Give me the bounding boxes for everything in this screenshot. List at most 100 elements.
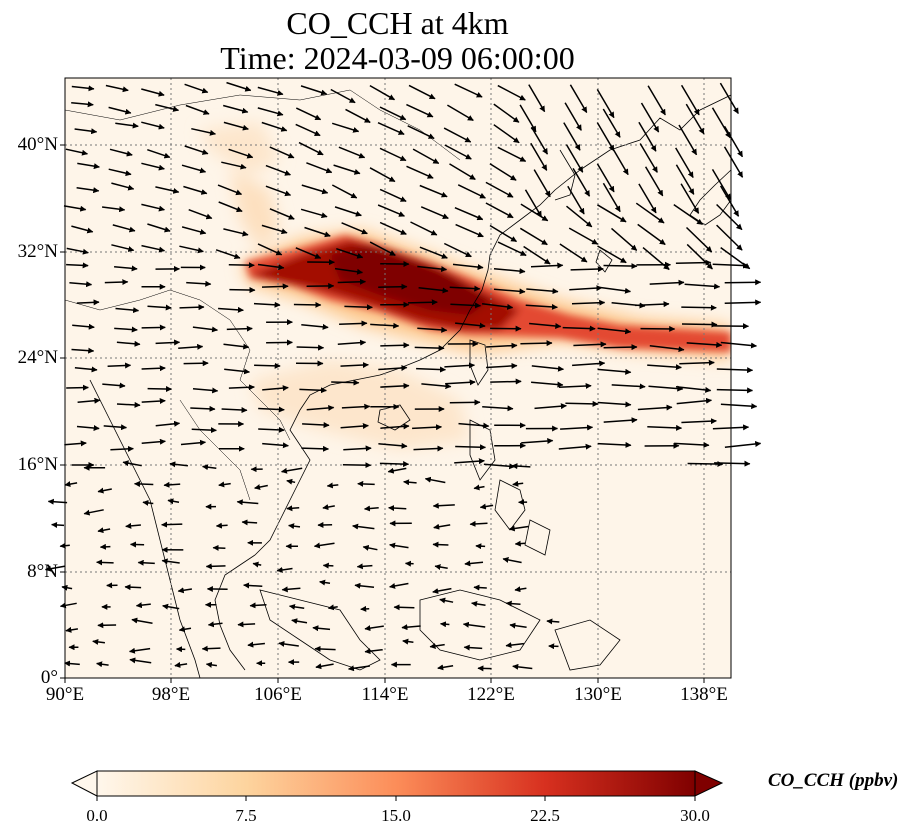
- wind-arrow: [675, 164, 695, 195]
- wind-arrow: [479, 503, 494, 510]
- wind-arrow: [401, 624, 421, 631]
- wind-arrow: [502, 556, 522, 564]
- wind-arrow: [77, 162, 100, 170]
- wind-arrow: [331, 184, 358, 199]
- wind-arrow: [322, 504, 335, 511]
- wind-arrow: [223, 121, 249, 131]
- wind-arrow: [253, 301, 281, 308]
- wind-arrow: [644, 166, 664, 197]
- wind-arrow: [560, 424, 594, 431]
- wind-arrow: [306, 162, 333, 174]
- wind-arrow: [262, 385, 289, 392]
- wind-arrow: [611, 227, 638, 251]
- gridlines: [65, 78, 731, 678]
- colorbar-max-extend: [694, 770, 724, 797]
- colorbar: [70, 770, 724, 801]
- wind-arrow: [66, 247, 89, 255]
- map-frame: [64, 77, 732, 679]
- wind-arrow: [261, 283, 289, 290]
- wind-arrow: [505, 642, 524, 649]
- wind-arrow: [638, 121, 657, 152]
- wind-arrow: [473, 584, 487, 591]
- wind-arrow: [369, 84, 396, 101]
- wind-arrow: [281, 586, 301, 593]
- wind-arrow: [449, 285, 481, 292]
- wind-arrow: [485, 202, 514, 219]
- wind-arrow: [572, 168, 591, 197]
- wind-arrow: [163, 481, 181, 488]
- wind-arrow: [334, 267, 363, 275]
- wind-arrow: [64, 660, 80, 667]
- colorbar-tick-label: 0.0: [86, 806, 108, 825]
- wind-arrow: [724, 279, 762, 286]
- wind-arrow: [680, 84, 700, 116]
- wind-arrow: [207, 621, 223, 628]
- wind-arrow: [141, 438, 166, 445]
- wind-arrow: [243, 582, 263, 589]
- wind-arrow: [293, 301, 322, 308]
- wind-arrow: [341, 403, 371, 410]
- wind-arrow: [65, 148, 88, 156]
- wind-arrow: [188, 208, 213, 220]
- wind-arrow: [96, 661, 109, 668]
- wind-arrow: [205, 563, 226, 570]
- wind-arrow: [269, 146, 295, 159]
- wind-arrow: [229, 286, 256, 293]
- wind-arrow: [649, 279, 685, 286]
- wind-arrow: [218, 481, 231, 488]
- wind-arrow: [205, 661, 218, 668]
- wind-arrow: [410, 221, 438, 236]
- wind-arrow: [443, 127, 472, 143]
- wind-arrow: [412, 148, 440, 165]
- wind-arrow: [597, 401, 632, 408]
- wind-arrow: [304, 226, 331, 238]
- wind-arrow: [511, 463, 531, 470]
- wind-arrow: [596, 89, 615, 119]
- wind-arrow: [300, 208, 328, 219]
- wind-arrow: [237, 621, 256, 628]
- wind-arrow: [343, 445, 372, 452]
- wind-arrow: [419, 184, 448, 198]
- wind-arrow: [147, 304, 172, 311]
- wind-arrow: [377, 204, 405, 217]
- wind-arrow: [72, 323, 95, 330]
- wind-arrow: [125, 522, 141, 529]
- wind-arrow: [291, 618, 308, 625]
- wind-arrow: [525, 303, 558, 310]
- wind-arrow: [370, 322, 400, 329]
- wind-arrow: [265, 185, 292, 197]
- wind-arrow: [254, 484, 268, 490]
- wind-arrow: [413, 445, 444, 452]
- wind-arrow: [76, 299, 100, 306]
- wind-arrow: [455, 444, 486, 451]
- wind-arrow: [262, 442, 289, 449]
- wind-arrow: [215, 249, 241, 260]
- wind-arrow: [201, 645, 221, 652]
- wind-arrow: [497, 241, 527, 257]
- wind-arrow: [429, 643, 445, 649]
- wind-arrow: [74, 366, 98, 373]
- wind-arrow: [178, 626, 192, 633]
- wind-arrow: [340, 423, 369, 430]
- wind-arrow: [454, 458, 485, 465]
- wind-arrow: [635, 301, 670, 308]
- wind-arrow: [648, 385, 684, 392]
- wind-arrow: [74, 128, 98, 135]
- wind-arrow: [563, 122, 581, 151]
- wind-arrow: [191, 427, 217, 434]
- wind-arrow: [490, 378, 522, 385]
- colorbar-tick-label: 7.5: [235, 806, 257, 825]
- wind-arrow: [685, 226, 713, 253]
- wind-arrow: [565, 144, 584, 173]
- wind-arrow: [439, 597, 454, 604]
- wind-arrow: [71, 347, 95, 354]
- wind-arrow: [523, 245, 551, 265]
- lat-tick-label: 40°N: [17, 134, 58, 155]
- wind-arrow: [678, 124, 698, 156]
- wind-arrow: [558, 382, 592, 389]
- wind-arrow: [102, 206, 126, 213]
- wind-arrow: [241, 519, 258, 526]
- wind-arrow: [424, 476, 446, 484]
- wind-arrow: [716, 203, 743, 231]
- wind-arrow: [546, 618, 560, 625]
